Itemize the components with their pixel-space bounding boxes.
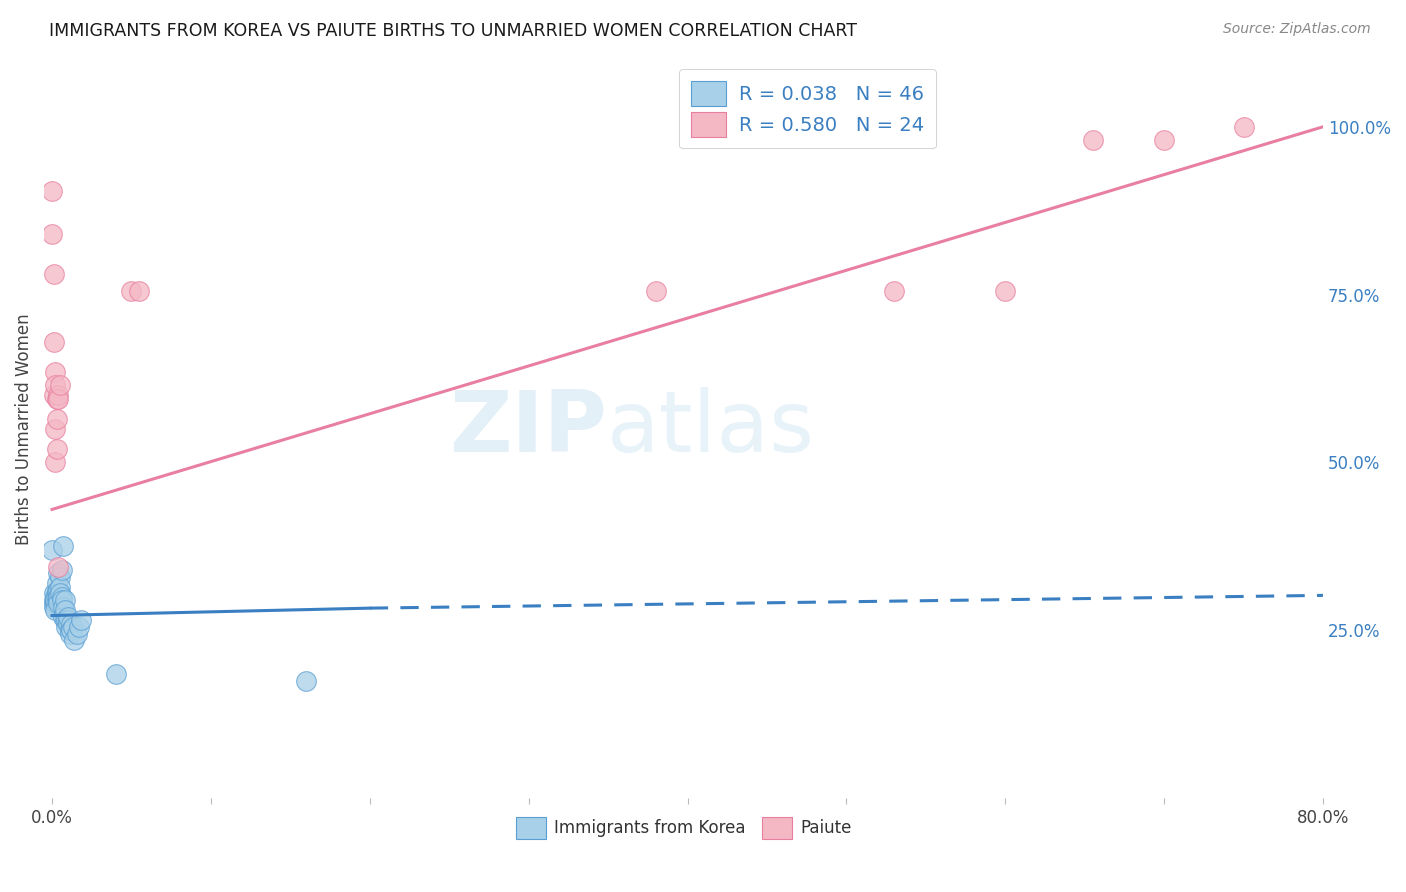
Point	[53, 593, 76, 607]
Point	[62, 620, 84, 634]
Point	[121, 284, 143, 298]
Point	[1233, 120, 1256, 134]
Text: Source: ZipAtlas.com: Source: ZipAtlas.com	[1223, 22, 1371, 37]
Point	[42, 593, 65, 607]
Point	[44, 455, 66, 469]
Legend: Immigrants from Korea, Paiute: Immigrants from Korea, Paiute	[509, 811, 859, 846]
Point	[49, 378, 72, 392]
Point	[49, 569, 72, 583]
Point	[41, 227, 63, 242]
Point	[42, 388, 65, 402]
Point	[644, 284, 666, 298]
Point	[51, 593, 73, 607]
Point	[44, 422, 66, 436]
Point	[42, 268, 65, 282]
Point	[41, 184, 63, 198]
Point	[44, 378, 66, 392]
Point	[56, 613, 79, 627]
Point	[48, 593, 70, 607]
Point	[49, 586, 72, 600]
Point	[44, 590, 66, 604]
Point	[45, 442, 67, 456]
Point	[42, 586, 65, 600]
Text: IMMIGRANTS FROM KOREA VS PAIUTE BIRTHS TO UNMARRIED WOMEN CORRELATION CHART: IMMIGRANTS FROM KOREA VS PAIUTE BIRTHS T…	[49, 22, 858, 40]
Point	[66, 626, 89, 640]
Point	[69, 613, 91, 627]
Point	[128, 284, 150, 298]
Point	[53, 613, 76, 627]
Point	[51, 563, 73, 577]
Point	[48, 392, 70, 406]
Point	[52, 599, 75, 614]
Point	[48, 566, 70, 581]
Y-axis label: Births to Unmarried Women: Births to Unmarried Women	[15, 313, 32, 545]
Point	[56, 610, 79, 624]
Point	[45, 593, 67, 607]
Point	[58, 626, 80, 640]
Point	[67, 620, 90, 634]
Point	[48, 596, 70, 610]
Point	[45, 582, 67, 597]
Point	[51, 590, 73, 604]
Point	[1153, 133, 1175, 147]
Point	[52, 540, 75, 554]
Point	[44, 603, 66, 617]
Point	[42, 334, 65, 349]
Point	[56, 616, 79, 631]
Point	[295, 673, 318, 688]
Point	[994, 284, 1017, 298]
Text: atlas: atlas	[607, 387, 815, 470]
Point	[104, 667, 127, 681]
Point	[44, 593, 66, 607]
Point	[44, 596, 66, 610]
Point	[53, 603, 76, 617]
Point	[42, 599, 65, 614]
Point	[45, 392, 67, 406]
Point	[48, 388, 70, 402]
Point	[55, 620, 77, 634]
Point	[52, 610, 75, 624]
Point	[45, 576, 67, 591]
Point	[49, 580, 72, 594]
Point	[63, 633, 86, 648]
Point	[45, 586, 67, 600]
Point	[48, 582, 70, 597]
Point	[55, 613, 77, 627]
Point	[41, 542, 63, 557]
Point	[60, 616, 83, 631]
Text: ZIP: ZIP	[449, 387, 607, 470]
Point	[44, 365, 66, 379]
Point	[42, 596, 65, 610]
Point	[48, 590, 70, 604]
Point	[1081, 133, 1104, 147]
Point	[58, 624, 80, 638]
Point	[883, 284, 905, 298]
Point	[60, 624, 83, 638]
Point	[45, 412, 67, 426]
Point	[48, 559, 70, 574]
